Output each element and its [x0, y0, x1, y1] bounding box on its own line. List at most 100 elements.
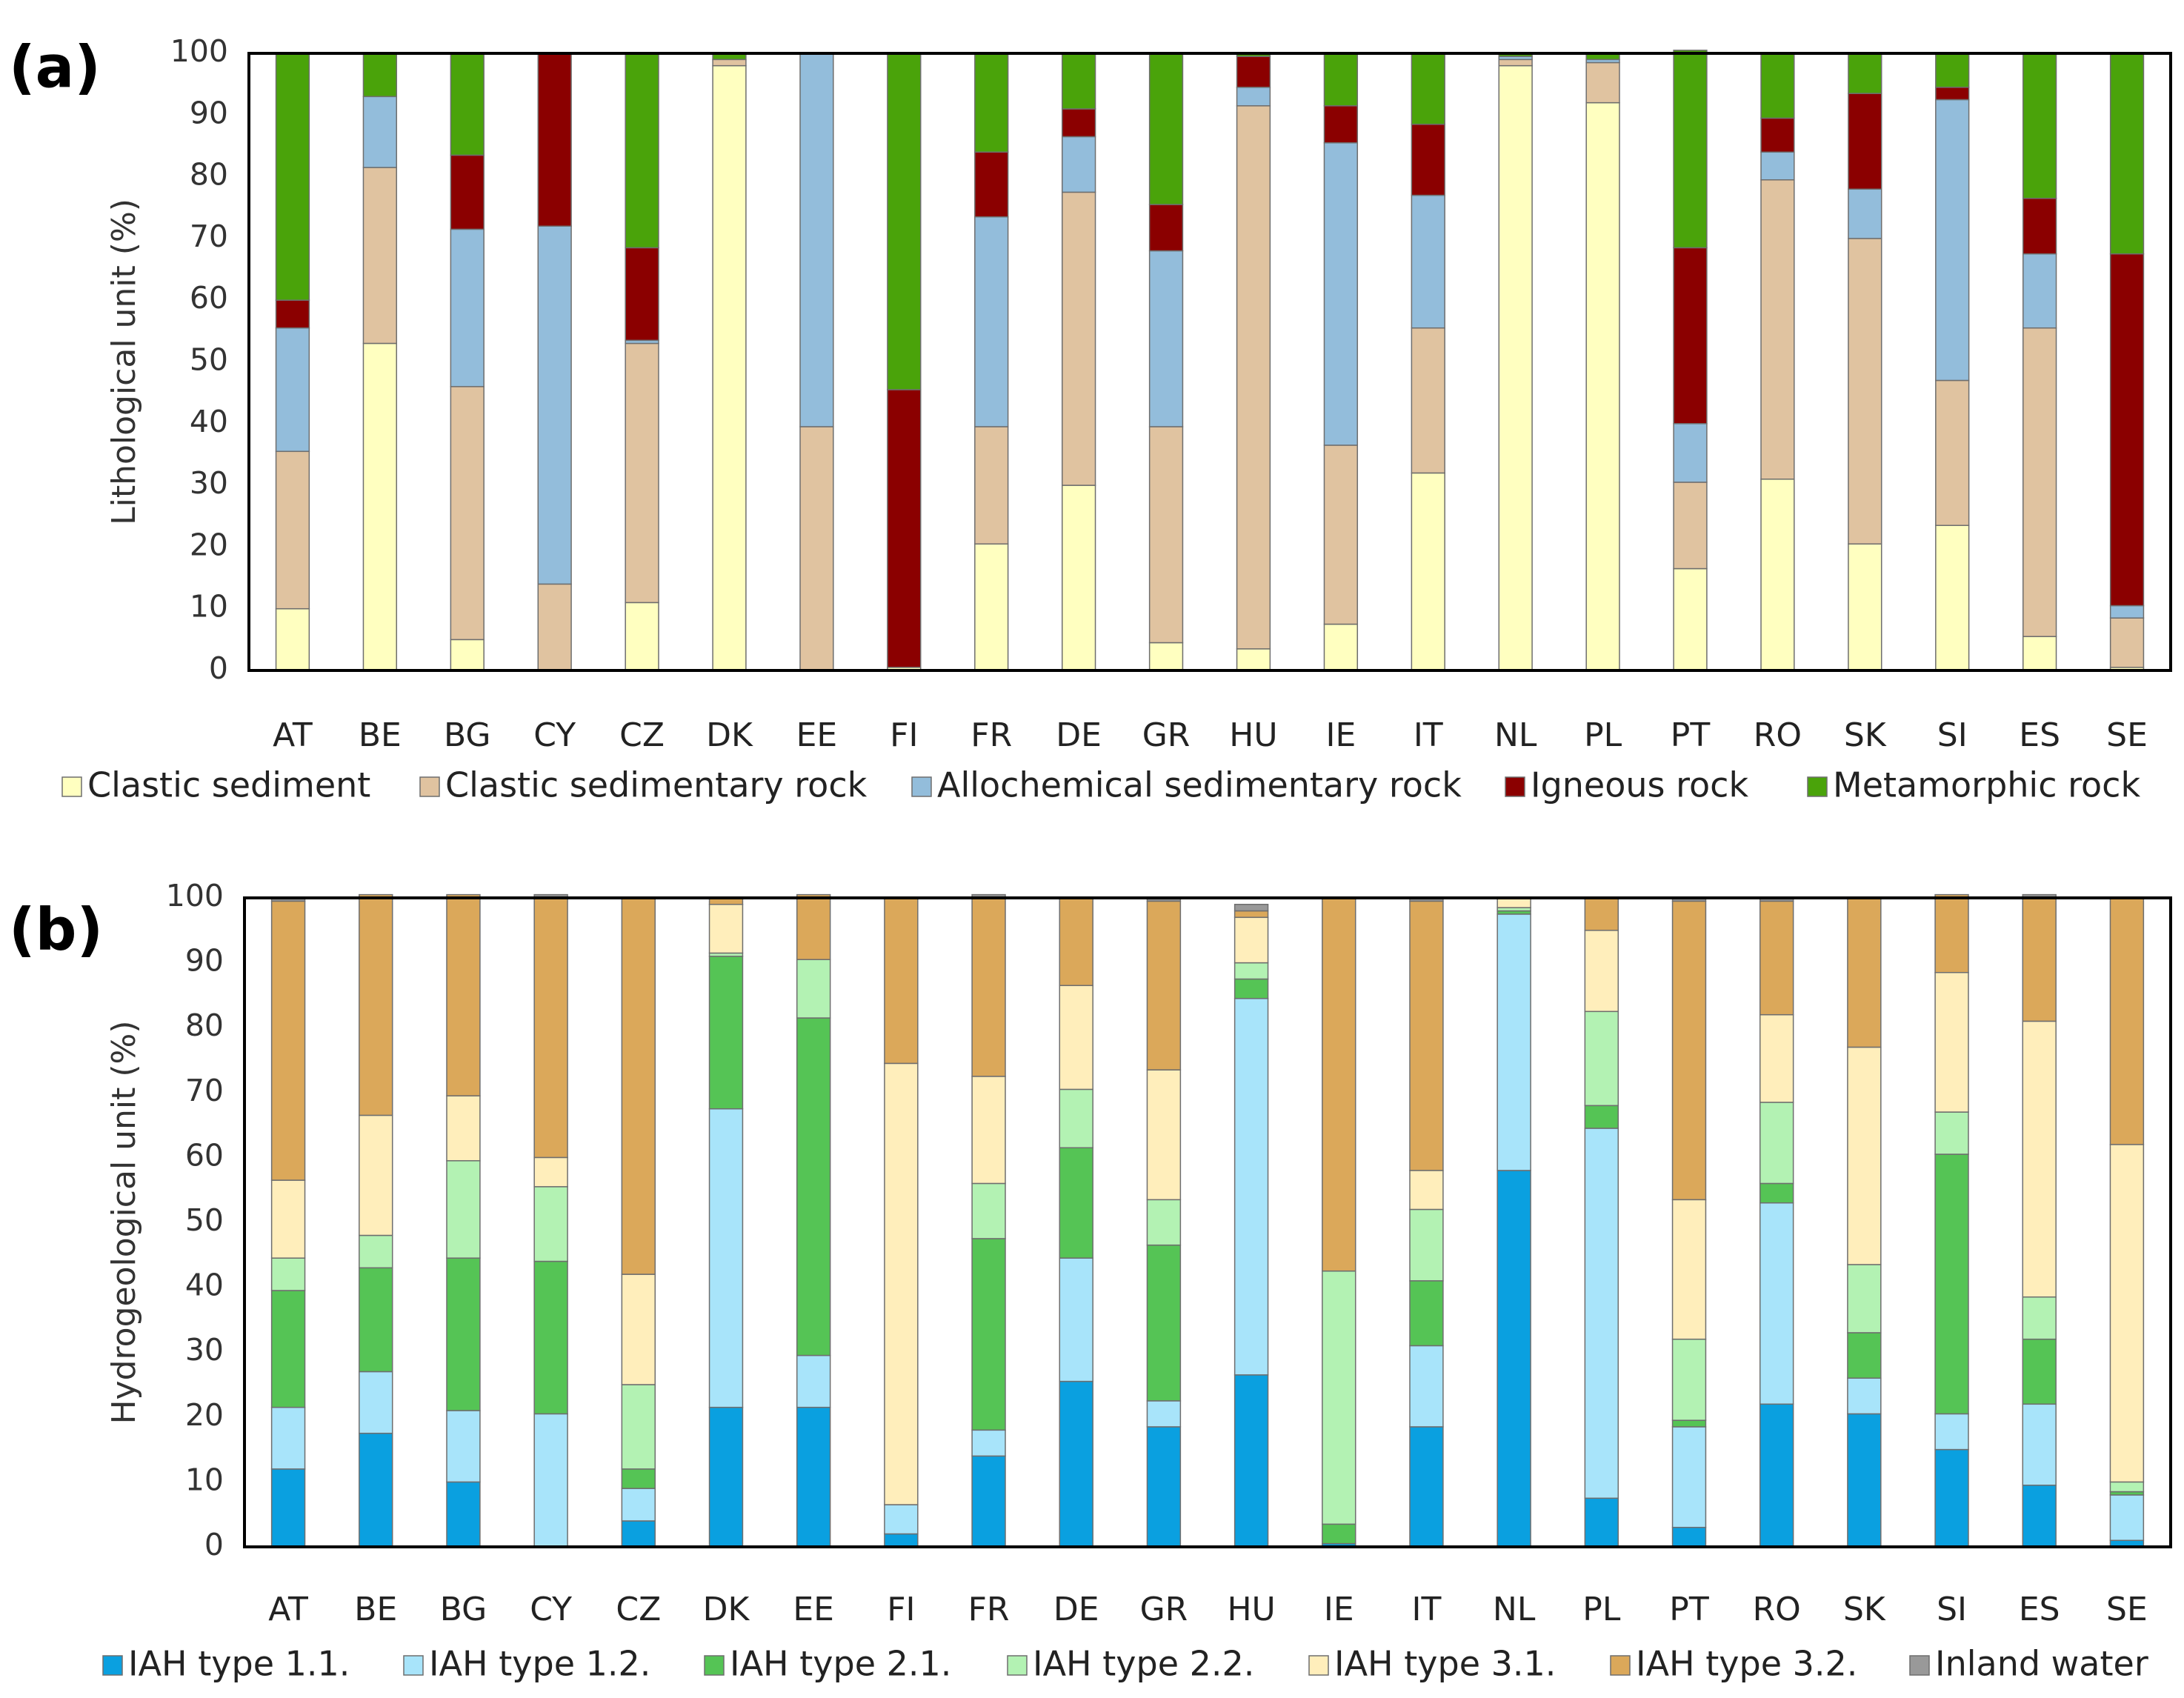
- bar-cy-clastic-sedimentary-rock: [537, 583, 572, 671]
- bar-pl-iah-type-1-2: [1584, 1128, 1619, 1499]
- x-tick-label-fi: FI: [887, 1591, 915, 1628]
- bar-si-iah-type-3-1: [1934, 971, 1969, 1113]
- bar-pl-clastic-sedimentary-rock: [1585, 61, 1620, 104]
- bar-be-clastic-sedimentary-rock: [362, 167, 398, 344]
- bar-at-iah-type-1-1: [270, 1468, 306, 1548]
- y-tick-label: 80: [190, 157, 228, 193]
- bar-gr-clastic-sediment: [1148, 642, 1184, 671]
- x-tick-label-de: DE: [1053, 1591, 1099, 1628]
- legend-swatch-clastic-sedimentary-rock: [419, 776, 440, 797]
- x-tick-label-si: SI: [1937, 716, 1968, 754]
- bar-sk-allochemical-sedimentary-rock: [1848, 188, 1882, 239]
- x-tick-label-at: AT: [268, 1591, 308, 1628]
- bar-at-metamorphic-rock: [275, 53, 310, 301]
- legend-label-iah-type-2-1: IAH type 2.1.: [730, 1644, 951, 1684]
- bar-sk-iah-type-1-2: [1847, 1377, 1882, 1415]
- x-tick-label-sk: SK: [1843, 1591, 1886, 1628]
- x-tick-label-es: ES: [2019, 1591, 2060, 1628]
- x-tick-label-ro: RO: [1754, 716, 1802, 754]
- bar-fr-iah-type-1-2: [971, 1429, 1006, 1457]
- bar-pt-iah-type-3-1: [1671, 1199, 1707, 1340]
- bar-be-metamorphic-rock: [362, 53, 398, 98]
- bar-pl-iah-type-2-2: [1584, 1011, 1619, 1107]
- bar-cy-iah-type-2-1: [533, 1260, 568, 1415]
- bar-bg-iah-type-1-2: [446, 1410, 481, 1483]
- y-tick-label: 60: [185, 1137, 224, 1173]
- bar-at-allochemical-sedimentary-rock: [275, 327, 310, 453]
- y-tick-label: 60: [190, 280, 228, 316]
- y-axis-title: Hydrogeological unit (%): [105, 1020, 143, 1424]
- x-tick-label-se: SE: [2106, 1591, 2148, 1628]
- bar-cy-igneous-rock: [537, 53, 572, 227]
- bar-be-iah-type-2-1: [359, 1267, 393, 1373]
- bar-fr-iah-type-3-2: [971, 897, 1006, 1077]
- plot-frame: [243, 896, 2172, 1548]
- legend-label-iah-type-1-1: IAH type 1.1.: [128, 1644, 350, 1684]
- bar-pt-clastic-sedimentary-rock: [1673, 482, 1708, 570]
- bar-de-clastic-sediment: [1061, 485, 1096, 671]
- y-tick-label: 100: [170, 33, 228, 69]
- x-tick-label-gr: GR: [1142, 716, 1191, 754]
- bar-de-igneous-rock: [1061, 108, 1096, 138]
- x-tick-label-sk: SK: [1844, 716, 1887, 754]
- y-tick-label: 30: [185, 1332, 224, 1368]
- bar-bg-clastic-sediment: [450, 639, 485, 671]
- bar-fi-iah-type-3-1: [884, 1062, 919, 1505]
- x-tick-label-nl: NL: [1493, 1591, 1536, 1628]
- bar-se-igneous-rock: [2109, 253, 2145, 607]
- x-tick-label-bg: BG: [440, 1591, 487, 1628]
- y-tick-label: 100: [166, 878, 224, 913]
- bar-it-iah-type-2-2: [1409, 1208, 1444, 1282]
- bar-bg-metamorphic-rock: [450, 53, 485, 156]
- bar-ro-iah-type-3-1: [1759, 1013, 1794, 1103]
- bar-sk-igneous-rock: [1848, 93, 1882, 190]
- bar-es-metamorphic-rock: [2022, 53, 2057, 199]
- bar-it-clastic-sediment: [1411, 472, 1445, 671]
- bar-nl-iah-type-1-1: [1496, 1170, 1531, 1548]
- bar-gr-allochemical-sedimentary-rock: [1148, 250, 1184, 427]
- x-tick-label-si: SI: [1937, 1591, 1967, 1628]
- bar-bg-iah-type-3-1: [446, 1095, 481, 1162]
- bar-sk-iah-type-1-1: [1847, 1413, 1882, 1548]
- bar-cz-metamorphic-rock: [625, 53, 659, 249]
- bar-at-clastic-sedimentary-rock: [275, 450, 310, 610]
- legend-swatch-inland-water: [1909, 1655, 1930, 1676]
- bar-si-clastic-sediment: [1935, 525, 1970, 671]
- bar-be-iah-type-1-1: [359, 1432, 393, 1548]
- y-tick-label: 10: [185, 1462, 224, 1497]
- bar-fr-allochemical-sedimentary-rock: [974, 216, 1009, 427]
- x-tick-label-fi: FI: [890, 716, 918, 754]
- x-tick-label-pt: PT: [1669, 1591, 1709, 1628]
- bar-pt-allochemical-sedimentary-rock: [1673, 423, 1708, 483]
- y-tick-label: 80: [185, 1008, 224, 1043]
- bar-es-clastic-sediment: [2022, 636, 2057, 671]
- bar-fi-iah-type-3-2: [884, 897, 919, 1065]
- x-tick-label-es: ES: [2019, 716, 2060, 754]
- bar-at-iah-type-2-1: [270, 1290, 306, 1408]
- bar-gr-igneous-rock: [1148, 204, 1184, 252]
- bar-cz-iah-type-1-1: [621, 1520, 656, 1548]
- x-tick-label-ro: RO: [1753, 1591, 1801, 1628]
- legend-swatch-metamorphic-rock: [1807, 776, 1828, 797]
- bar-ro-clastic-sedimentary-rock: [1760, 179, 1795, 480]
- bar-es-iah-type-1-1: [2022, 1485, 2057, 1548]
- bar-si-iah-type-2-2: [1934, 1111, 1969, 1155]
- x-tick-label-se: SE: [2106, 716, 2148, 754]
- bar-cz-clastic-sediment: [625, 602, 659, 671]
- bar-hu-iah-type-1-2: [1234, 998, 1269, 1376]
- legend-label-iah-type-3-1: IAH type 3.1.: [1334, 1644, 1556, 1684]
- bar-es-iah-type-2-2: [2022, 1296, 2057, 1340]
- bar-cz-igneous-rock: [625, 247, 659, 342]
- bar-se-clastic-sedimentary-rock: [2109, 617, 2145, 668]
- bar-ro-iah-type-2-2: [1759, 1102, 1794, 1185]
- bar-bg-igneous-rock: [450, 154, 485, 230]
- bar-gr-metamorphic-rock: [1148, 53, 1184, 205]
- bar-si-clastic-sedimentary-rock: [1935, 379, 1970, 526]
- bar-pt-metamorphic-rock: [1673, 50, 1708, 249]
- bar-be-clastic-sediment: [362, 342, 398, 671]
- bar-pt-iah-type-3-2: [1671, 900, 1707, 1201]
- bar-at-iah-type-3-1: [270, 1179, 306, 1259]
- bar-fi-metamorphic-rock: [887, 53, 922, 390]
- bar-sk-clastic-sedimentary-rock: [1848, 238, 1882, 545]
